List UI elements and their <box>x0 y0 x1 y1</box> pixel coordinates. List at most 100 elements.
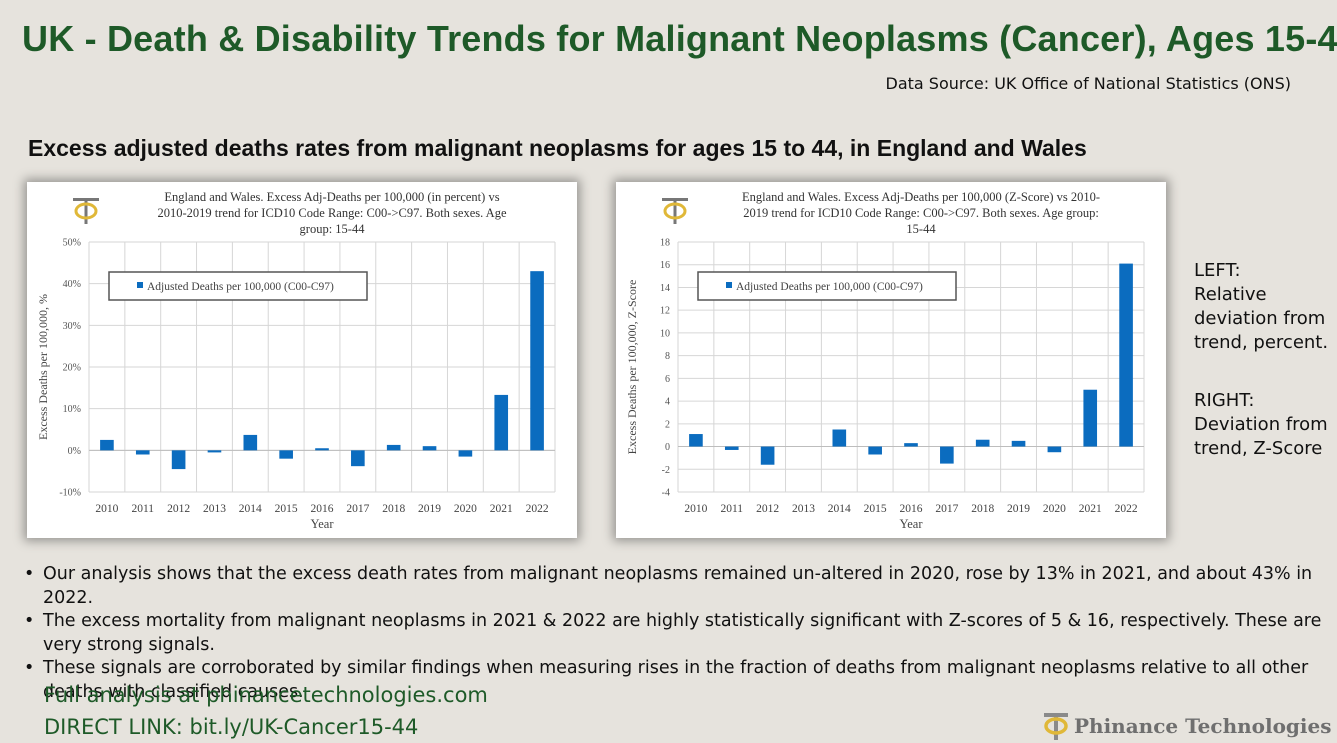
z-xtick-label: 2020 <box>1043 503 1066 515</box>
pct-xtick-label: 2016 <box>311 503 334 515</box>
side-note-right-label: RIGHT: <box>1194 390 1255 411</box>
pct-title-line: 2010-2019 trend for ICD10 Code Range: C0… <box>157 206 506 220</box>
z-ytick-label: -4 <box>662 488 670 499</box>
pct-logo-ring <box>74 202 98 220</box>
z-bar-2022 <box>1119 263 1133 447</box>
pct-ytick-label: 50% <box>63 238 81 249</box>
brand-logo: Phinance Technologies <box>1042 711 1332 741</box>
pct-xtick-label: 2015 <box>275 503 298 515</box>
pct-xtick-label: 2022 <box>526 503 549 515</box>
chart-zscore: England and Wales. Excess Adj-Deaths per… <box>616 182 1166 538</box>
z-bar-2010 <box>689 434 703 447</box>
page-title: UK - Death & Disability Trends for Malig… <box>22 18 1337 59</box>
z-legend-box <box>697 271 957 301</box>
pct-title-line: England and Wales. Excess Adj-Deaths per… <box>164 190 499 204</box>
pct-x-axis-title: Year <box>310 517 334 531</box>
z-bar-2020 <box>1047 446 1062 453</box>
z-xtick-label: 2010 <box>684 503 707 515</box>
z-ytick-label: -2 <box>662 465 670 476</box>
z-bar-2018 <box>975 439 990 447</box>
z-bar-2014 <box>832 429 847 447</box>
side-note-left-label: LEFT: <box>1194 260 1241 281</box>
pct-bar-2011 <box>135 450 150 455</box>
data-source: Data Source: UK Office of National Stati… <box>885 74 1292 93</box>
z-bar-2015 <box>868 446 882 455</box>
pct-bar-2016 <box>315 448 329 451</box>
chart-percent: England and Wales. Excess Adj-Deaths per… <box>27 182 577 538</box>
z-logo-stem <box>673 198 677 224</box>
pct-xtick-label: 2019 <box>418 503 441 515</box>
z-xtick-label: 2014 <box>828 503 851 515</box>
pct-ytick-label: 0% <box>68 446 81 457</box>
z-legend: Adjusted Deaths per 100,000 (C00-C97) <box>697 271 957 301</box>
brand-name: Phinance Technologies <box>1074 714 1332 738</box>
pct-bar-2012 <box>171 450 186 470</box>
pct-xtick-label: 2020 <box>454 503 477 515</box>
pct-bar-2017 <box>351 450 365 467</box>
z-xtick-label: 2016 <box>900 503 923 515</box>
z-xtick-label: 2011 <box>720 503 743 515</box>
side-note-left-text: Relative deviation from trend, percent. <box>1194 284 1329 353</box>
pct-logo-icon <box>73 198 99 224</box>
pct-legend: Adjusted Deaths per 100,000 (C00-C97) <box>108 271 368 301</box>
z-bar-2011 <box>724 446 739 450</box>
pct-bar-2019 <box>422 446 437 451</box>
pct-bar-2022 <box>530 271 544 451</box>
z-bar-2012 <box>760 446 775 465</box>
pct-bar-2021 <box>494 394 509 451</box>
finding-item: The excess mortality from malignant neop… <box>20 610 1335 657</box>
z-ytick-label: 12 <box>660 306 670 317</box>
analysis-link[interactable]: Full analysis at phinancetechnologies.co… <box>44 683 488 707</box>
z-xtick-label: 2021 <box>1079 503 1102 515</box>
direct-link[interactable]: DIRECT LINK: bit.ly/UK-Cancer15-44 <box>44 715 419 739</box>
pct-xtick-label: 2018 <box>382 503 405 515</box>
finding-item: These signals are corroborated by simila… <box>20 657 1335 704</box>
z-xtick-label: 2013 <box>792 503 815 515</box>
finding-item: Our analysis shows that the excess death… <box>20 563 1335 610</box>
z-xtick-label: 2012 <box>756 503 779 515</box>
pct-xtick-label: 2014 <box>239 503 262 515</box>
pct-ytick-label: 40% <box>63 279 81 290</box>
z-title-line: England and Wales. Excess Adj-Deaths per… <box>742 190 1100 204</box>
pct-xtick-label: 2012 <box>167 503 190 515</box>
z-ytick-label: 4 <box>665 397 670 408</box>
z-y-axis-title: Excess Deaths per 100,000, Z-Score <box>625 280 639 455</box>
pct-bar-2014 <box>243 434 258 451</box>
z-bar-2017 <box>940 446 954 464</box>
pct-ytick-label: 30% <box>63 321 81 332</box>
pct-ytick-label: -10% <box>59 488 81 499</box>
z-bar-2019 <box>1011 440 1026 447</box>
pct-xtick-label: 2013 <box>203 503 226 515</box>
pct-logo-stem <box>84 198 88 224</box>
pct-bar-2020 <box>458 450 473 457</box>
z-ytick-label: 10 <box>660 328 670 339</box>
z-xtick-label: 2017 <box>935 503 958 515</box>
z-bar-2021 <box>1083 389 1098 447</box>
z-ytick-label: 14 <box>660 283 670 294</box>
pct-y-axis-title: Excess Deaths per 100,000, % <box>36 294 50 440</box>
pct-xtick-label: 2021 <box>490 503 513 515</box>
z-ytick-label: 16 <box>660 260 670 271</box>
pct-title-line: group: 15-44 <box>300 222 366 236</box>
chart-zscore-svg: England and Wales. Excess Adj-Deaths per… <box>625 190 1145 531</box>
section-subtitle: Excess adjusted deaths rates from malign… <box>28 135 1087 161</box>
pct-bar-2018 <box>386 444 401 451</box>
z-ytick-label: 2 <box>665 419 670 430</box>
z-title-line: 2019 trend for ICD10 Code Range: C00->C9… <box>743 206 1099 220</box>
z-xtick-label: 2019 <box>1007 503 1030 515</box>
pct-bar-2013 <box>207 450 222 453</box>
z-xtick-label: 2018 <box>971 503 994 515</box>
pct-xtick-label: 2011 <box>131 503 154 515</box>
pct-bar-2010 <box>100 439 114 451</box>
side-note-right-text: Deviation from trend, Z-Score <box>1194 414 1328 459</box>
pct-bar-2015 <box>279 450 293 459</box>
pct-xtick-label: 2010 <box>95 503 118 515</box>
side-note-right: RIGHT: Deviation from trend, Z-Score <box>1194 389 1334 461</box>
pct-ytick-label: 10% <box>63 404 81 415</box>
z-bar-2016 <box>904 443 918 447</box>
pct-legend-box <box>108 271 368 301</box>
side-note-left: LEFT: Relative deviation from trend, per… <box>1194 259 1337 355</box>
z-ytick-label: 0 <box>665 442 670 453</box>
z-xtick-label: 2015 <box>864 503 887 515</box>
z-title-line: 15-44 <box>906 222 936 236</box>
